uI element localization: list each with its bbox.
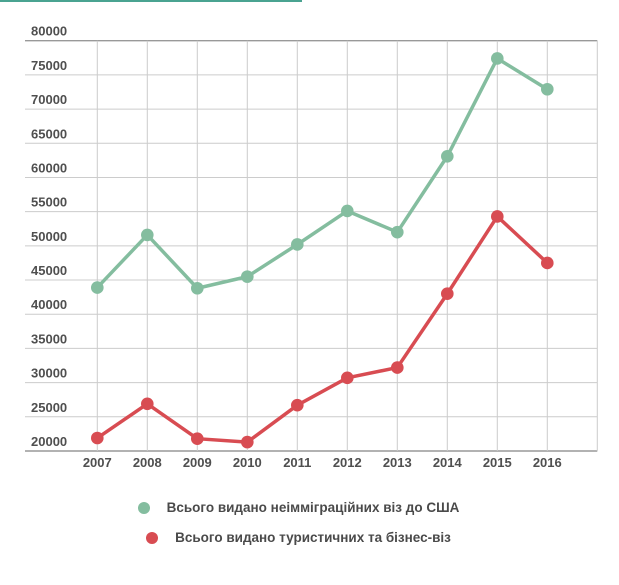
x-tick-label: 2008 (133, 455, 162, 470)
visa-line-chart: 80000 75000 70000 65000 60000 55000 50000 45000… (25, 24, 598, 470)
y-tick-label: 55000 (31, 195, 67, 210)
x-tick-label: 2013 (383, 455, 412, 470)
data-point (141, 397, 154, 411)
series-line-1 (95, 214, 550, 444)
data-point (441, 287, 454, 301)
x-tick-label: 2011 (283, 455, 311, 470)
data-point (541, 82, 554, 96)
data-point (341, 371, 354, 385)
data-point (391, 361, 404, 374)
data-point (541, 256, 554, 270)
y-tick-label: 40000 (31, 297, 67, 312)
data-point (91, 281, 104, 294)
chart-legend: Всього видано неімміграційних віз до США… (0, 500, 619, 545)
legend-marker-red-icon (146, 531, 159, 544)
legend-marker-green-icon (137, 501, 150, 514)
data-point (191, 432, 204, 445)
y-tick-label: 65000 (31, 126, 67, 141)
data-point (291, 238, 304, 251)
data-point (191, 281, 204, 295)
data-point (491, 52, 504, 65)
data-point (291, 398, 304, 412)
series-line-0 (95, 56, 550, 290)
x-tick-label: 2015 (483, 455, 512, 470)
y-tick-label: 70000 (31, 92, 67, 107)
x-tick-label: 2014 (433, 455, 463, 470)
y-tick-label: 25000 (31, 400, 67, 415)
x-tick-label: 2016 (533, 455, 562, 470)
y-tick-label: 80000 (31, 24, 67, 39)
x-tick-label: 2007 (83, 455, 112, 470)
data-point (341, 204, 354, 218)
data-point (441, 149, 454, 163)
x-tick-label: 2012 (333, 455, 362, 470)
y-tick-label: 35000 (31, 331, 67, 346)
data-point (91, 431, 104, 445)
data-point (241, 270, 254, 283)
data-point (141, 228, 154, 242)
legend-label: Всього видано туристичних та бізнес-віз (175, 530, 451, 545)
y-tick-label: 30000 (31, 366, 67, 381)
legend-label: Всього видано неімміграційних віз до США (166, 500, 460, 515)
legend-item-nonimmigrant: Всього видано неімміграційних віз до США (137, 500, 460, 515)
y-tick-label: 75000 (31, 58, 67, 73)
y-tick-label: 20000 (31, 434, 67, 449)
data-point (241, 435, 254, 449)
x-tick-label: 2010 (233, 455, 262, 470)
y-tick-label: 45000 (31, 263, 67, 278)
legend-item-tourist-business: Всього видано туристичних та бізнес-віз (146, 530, 451, 545)
top-accent-bar (0, 0, 302, 2)
y-tick-label: 60000 (31, 160, 67, 175)
data-point (391, 225, 404, 239)
data-point (491, 210, 504, 223)
x-tick-label: 2009 (183, 455, 212, 470)
y-tick-label: 50000 (31, 229, 67, 244)
